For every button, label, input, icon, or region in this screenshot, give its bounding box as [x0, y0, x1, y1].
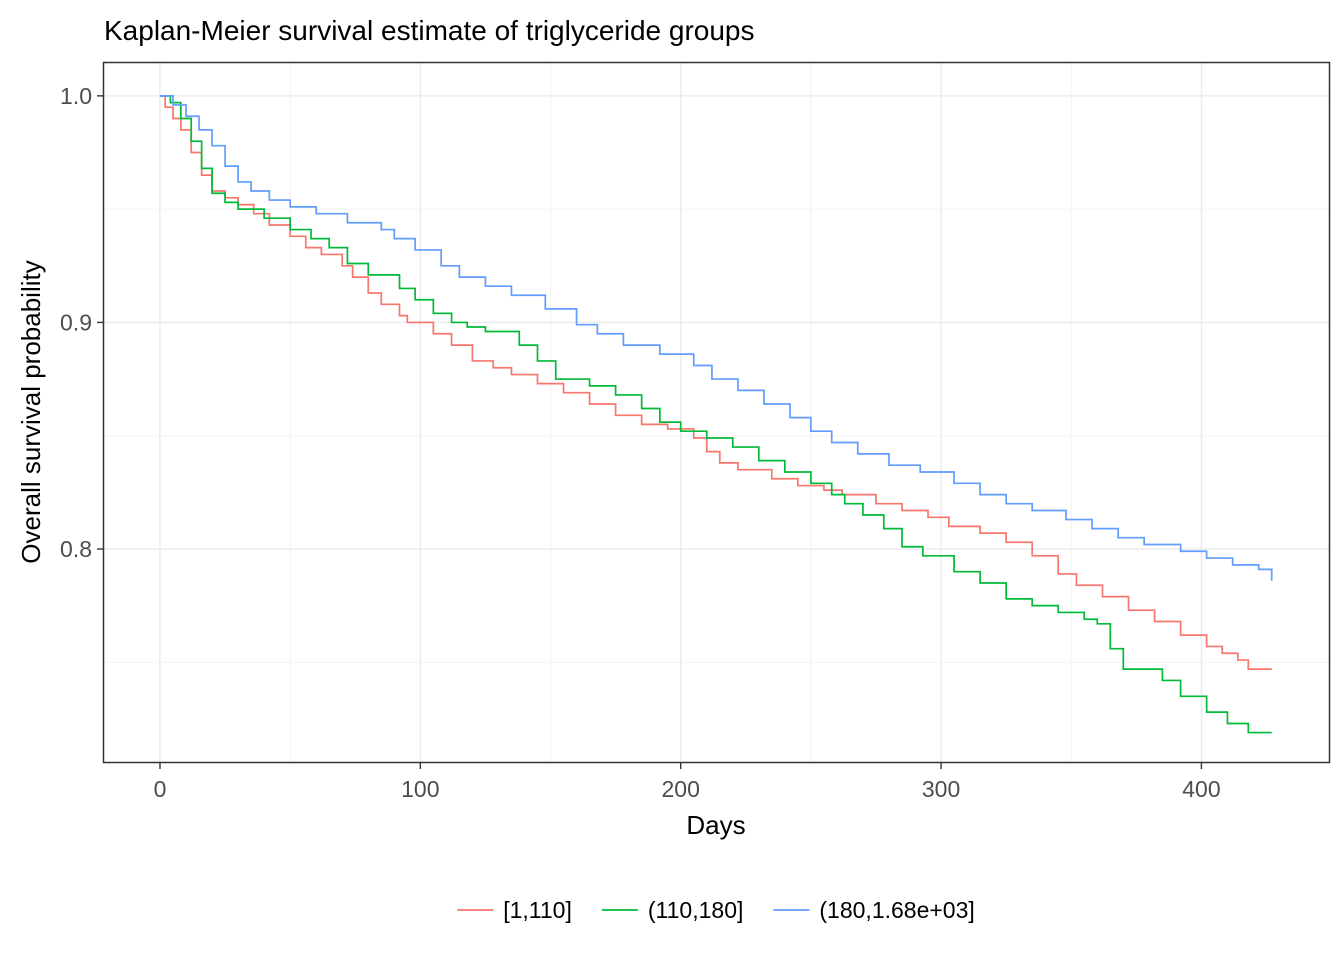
- x-tick-label: 200: [662, 776, 700, 802]
- y-tick-label: 1.0: [60, 83, 92, 109]
- y-tick-label: 0.9: [60, 309, 92, 335]
- legend: [1,110] (110,180] (180,1.68e+03]: [457, 897, 975, 923]
- legend-item-0: [1,110]: [457, 897, 572, 923]
- survival-curves: [159, 95, 1273, 734]
- x-tick-label: 300: [922, 776, 960, 802]
- series-line-0: [159, 95, 1272, 670]
- x-tick-label: 0: [154, 776, 167, 802]
- plot-panel-border: [102, 61, 1331, 764]
- chart-title: Kaplan-Meier survival estimate of trigly…: [104, 15, 755, 46]
- series-line-1: [159, 95, 1272, 734]
- series-line-2: [159, 95, 1273, 581]
- legend-item-1: (110,180]: [601, 897, 743, 923]
- x-tick-label: 400: [1182, 776, 1220, 802]
- legend-item-2: (180,1.68e+03]: [773, 897, 975, 923]
- legend-label-1: (110,180]: [648, 897, 743, 923]
- x-axis: 0 100 200 300 400: [154, 762, 1221, 802]
- x-axis-title: Days: [686, 810, 745, 840]
- y-axis-title: Overall survival probability: [16, 260, 46, 563]
- y-tick-label: 0.8: [60, 536, 92, 562]
- y-axis: 0.8 0.9 1.0: [60, 83, 104, 562]
- grid-lines: [104, 63, 1329, 762]
- legend-label-0: [1,110]: [503, 897, 572, 923]
- legend-label-2: (180,1.68e+03]: [819, 897, 974, 923]
- x-tick-label: 100: [401, 776, 439, 802]
